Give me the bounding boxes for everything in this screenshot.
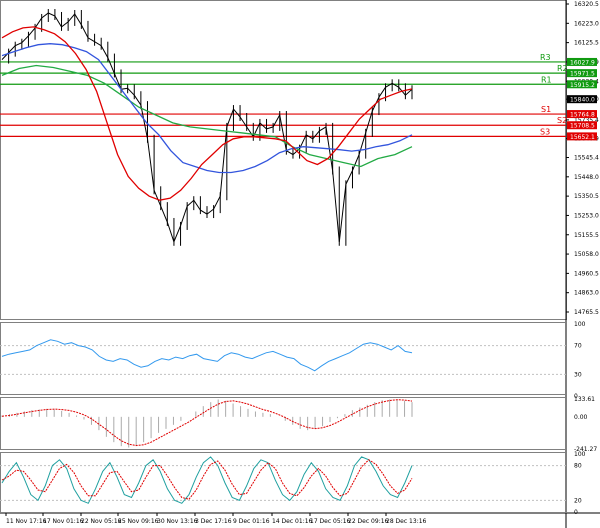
ema-red-line [1, 26, 413, 201]
level-tag-bg [567, 57, 597, 66]
x-tick-label: 3 Dec 17:16 [195, 518, 232, 525]
x-tick-label: 22 Dec 09:16 [348, 518, 389, 525]
x-tick-label: 9 Dec 01:16 [233, 518, 270, 525]
macd-frame [0, 397, 567, 450]
level-tag-text: 15915.2 [570, 82, 595, 89]
level-price-tag: 15652.1 [567, 132, 597, 141]
y-tick-label: 15448.0 [574, 174, 599, 181]
stoch-k-line [1, 456, 413, 504]
level-price-tag: 15915.2 [567, 80, 597, 89]
x-tick-label: 25 Nov 09:16 [118, 518, 159, 525]
y-tick-label: 15735.4 [574, 117, 599, 124]
rsi-tick-label: 0 [574, 393, 578, 400]
rsi-panel: 100 70 30 0 [0, 321, 586, 400]
y-tick-label: 15058.0 [574, 251, 599, 258]
macd-signal-line [1, 399, 413, 447]
rsi-tick-label: 70 [574, 343, 582, 350]
level-tag-text: 15708.5 [570, 123, 595, 130]
rsi-line [1, 339, 413, 372]
x-tick-label: 22 Nov 05:16 [81, 518, 122, 525]
price-line [1, 12, 413, 244]
y-tick-label: 14765.5 [574, 309, 599, 316]
level-tag-bg [567, 132, 597, 141]
x-tick-label: 11 Nov 17:16 [6, 518, 47, 525]
level-tag-bg [567, 110, 597, 119]
level-tag-bg [567, 80, 597, 89]
current-price-bg [567, 95, 597, 104]
macd-panel: 133.61 0.00 -241.27 [0, 396, 597, 453]
level-price-tag: 16027.9 [567, 57, 597, 66]
macd-tick-label: 133.61 [574, 396, 595, 403]
x-tick-label: 28 Dec 13:16 [386, 518, 427, 525]
level-tag-bg [567, 121, 597, 130]
level-tag-text: 15652.1 [570, 134, 595, 141]
rsi-tick-label: 100 [574, 321, 586, 328]
y-tick-label: 15155.5 [574, 232, 599, 239]
level-tag-text: 15764.8 [570, 112, 595, 119]
level-label-s3: S3 [540, 127, 550, 136]
level-tag-bg [567, 69, 597, 78]
stoch-tick-label: 20 [574, 497, 582, 504]
stochastic-panel: 100 80 20 0 [0, 451, 586, 516]
y-tick-label: 15350.5 [574, 193, 599, 200]
level-tag-text: 15971.5 [570, 71, 595, 78]
stoch-frame [0, 452, 567, 513]
x-tick-label: 17 Nov 01:16 [43, 518, 84, 525]
level-price-tag: 15764.8 [567, 110, 597, 119]
x-tick-label: 17 Dec 05:16 [310, 518, 351, 525]
stoch-tick-label: 80 [574, 463, 582, 470]
level-price-tag: 15708.5 [567, 121, 597, 130]
y-tick-label: 15545.4 [574, 155, 599, 162]
x-tick-label: 14 Dec 01:16 [272, 518, 313, 525]
stoch-tick-label: 0 [574, 509, 578, 516]
level-label-s2: S2 [557, 116, 567, 125]
current-price-tag: 15840.0 [567, 95, 597, 104]
stoch-d-line [1, 459, 413, 500]
y-tick-label: 15253.0 [574, 212, 599, 219]
level-tag-text: 16027.9 [570, 59, 595, 66]
pivot-levels: R316027.9R215971.5R115915.2S115764.8S215… [0, 53, 597, 141]
level-label-s1: S1 [541, 105, 551, 114]
y-tick-label: 16223.0 [574, 20, 599, 27]
y-tick-label: 16320.5 [574, 1, 599, 8]
x-tick-label: 30 Nov 13:16 [157, 518, 198, 525]
macd-tick-label: 0.00 [574, 414, 588, 421]
y-tick-label: 14960.5 [574, 270, 599, 277]
level-label-r2: R2 [557, 64, 568, 73]
ma-green-line [1, 64, 413, 168]
level-label-r1: R1 [541, 75, 552, 84]
current-price-text: 15840.0 [570, 97, 595, 104]
level-label-r3: R3 [540, 53, 551, 62]
macd-tick-label: -241.27 [574, 446, 597, 453]
y-tick-label: 16125.5 [574, 40, 599, 47]
stoch-tick-label: 100 [574, 451, 586, 458]
rsi-tick-label: 30 [574, 371, 582, 378]
y-tick-label: 14863.0 [574, 290, 599, 297]
level-price-tag: 15971.5 [567, 69, 597, 78]
rsi-frame [0, 322, 567, 395]
